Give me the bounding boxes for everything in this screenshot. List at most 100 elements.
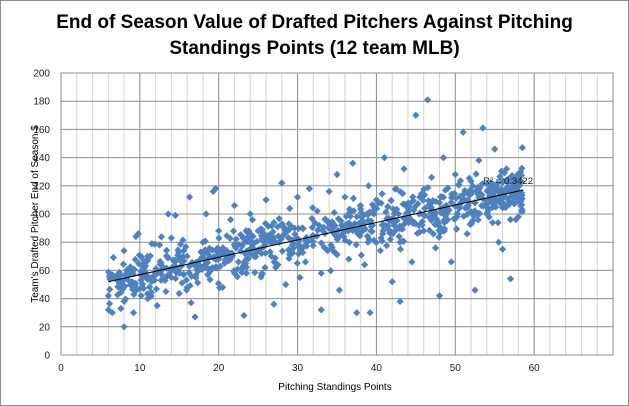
data-point xyxy=(425,201,433,209)
data-point xyxy=(391,227,399,235)
data-point xyxy=(293,259,301,267)
chart-title-line-1: End of Season Value of Drafted Pitchers … xyxy=(56,12,573,33)
data-point xyxy=(431,244,440,252)
data-point xyxy=(405,203,413,211)
y-tick-label: 60 xyxy=(39,266,51,277)
data-point xyxy=(377,199,385,207)
data-point xyxy=(299,248,307,257)
data-point xyxy=(258,226,266,234)
data-point xyxy=(171,211,179,220)
data-point xyxy=(506,216,515,224)
data-point xyxy=(176,240,185,248)
data-point xyxy=(436,205,444,213)
data-point xyxy=(505,200,513,208)
data-point xyxy=(151,270,159,279)
data-point xyxy=(389,230,397,238)
data-point xyxy=(330,208,338,217)
data-point xyxy=(516,177,524,185)
data-point xyxy=(261,249,270,257)
data-point xyxy=(260,233,268,241)
data-point xyxy=(320,243,328,252)
data-point xyxy=(378,237,386,245)
data-point xyxy=(327,241,335,249)
data-point xyxy=(335,233,343,241)
data-point xyxy=(230,201,239,210)
data-point xyxy=(311,219,319,227)
data-point xyxy=(489,199,497,207)
data-point xyxy=(435,292,444,300)
data-point xyxy=(246,239,254,247)
data-point xyxy=(155,241,164,249)
data-point xyxy=(412,111,420,119)
data-point xyxy=(496,173,504,181)
data-point xyxy=(428,198,436,206)
data-point xyxy=(153,302,161,310)
data-point xyxy=(289,240,297,248)
data-point xyxy=(104,292,112,300)
data-point xyxy=(162,287,170,296)
data-point xyxy=(261,219,270,228)
data-point xyxy=(459,194,467,202)
data-point xyxy=(335,286,343,294)
data-point xyxy=(420,185,428,193)
data-point xyxy=(229,227,238,235)
data-point xyxy=(240,311,248,320)
data-point xyxy=(517,202,525,210)
data-point xyxy=(361,225,369,233)
data-point xyxy=(455,181,463,189)
data-point xyxy=(108,309,116,317)
data-point xyxy=(328,226,336,234)
data-point xyxy=(121,271,130,279)
data-point xyxy=(456,177,465,185)
data-point xyxy=(427,203,435,211)
data-point xyxy=(489,180,497,188)
data-point xyxy=(287,223,295,231)
data-point xyxy=(113,291,122,299)
data-point xyxy=(309,242,317,250)
data-point xyxy=(420,212,429,220)
data-point xyxy=(413,229,421,237)
data-point xyxy=(469,216,477,225)
chart-title-line-2: Standings Points (12 team MLB) xyxy=(169,38,459,59)
data-point xyxy=(451,170,459,179)
data-point xyxy=(409,197,417,205)
y-tick-label: 40 xyxy=(39,294,51,305)
x-tick-label: 30 xyxy=(292,363,304,374)
data-point xyxy=(337,217,345,225)
data-point xyxy=(258,234,266,242)
data-point xyxy=(498,195,506,204)
data-point xyxy=(209,253,218,261)
data-point xyxy=(425,226,434,234)
data-point xyxy=(428,173,436,181)
data-point xyxy=(300,242,308,250)
data-point xyxy=(278,247,286,255)
data-point xyxy=(508,182,516,191)
data-point xyxy=(317,269,325,277)
data-point xyxy=(117,288,125,297)
data-point xyxy=(474,183,482,191)
data-point xyxy=(513,191,521,199)
data-point xyxy=(238,268,246,277)
data-point xyxy=(215,234,223,242)
data-point xyxy=(197,248,205,256)
data-point xyxy=(185,193,194,201)
data-point xyxy=(294,235,302,243)
data-point xyxy=(205,244,214,252)
data-point xyxy=(194,279,202,287)
data-point xyxy=(353,225,361,233)
data-point xyxy=(162,246,171,254)
data-point xyxy=(393,217,401,225)
data-point xyxy=(277,235,285,243)
data-point xyxy=(511,183,520,191)
data-point xyxy=(328,218,336,226)
data-point xyxy=(345,255,353,263)
data-point xyxy=(280,223,288,231)
data-point xyxy=(243,254,251,262)
y-tick-label: 80 xyxy=(39,238,51,249)
data-point xyxy=(339,225,347,233)
data-point xyxy=(137,252,145,260)
data-point xyxy=(372,238,380,247)
data-point xyxy=(404,210,412,218)
data-point xyxy=(238,264,247,273)
plot-area xyxy=(60,72,614,356)
